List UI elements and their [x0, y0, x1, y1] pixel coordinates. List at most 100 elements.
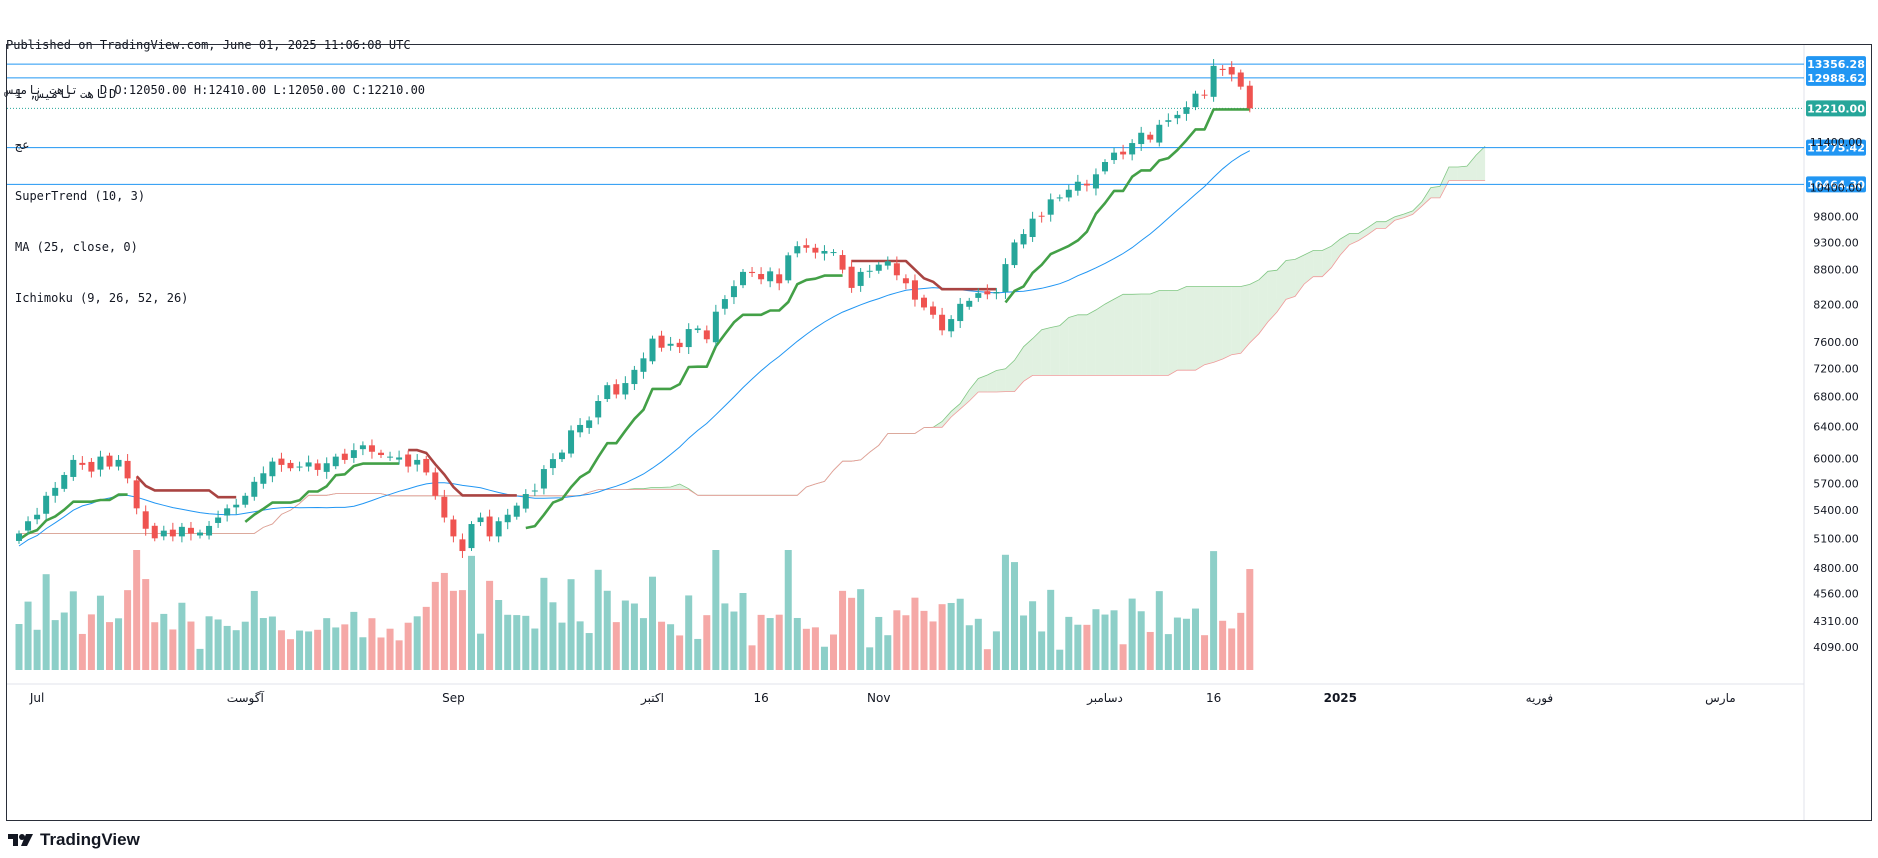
candle [712, 304, 719, 348]
volume-bar [667, 624, 675, 670]
ohlc-line: تاهت نامیس , D O:12050.00 H:12410.00 L:1… [6, 83, 426, 97]
candle [640, 352, 647, 379]
candle-body [667, 343, 674, 346]
candle-body [287, 462, 294, 469]
candle-body [206, 525, 213, 536]
volume-bar [920, 610, 928, 670]
chart-frame[interactable]: 13356.28 12988.62 11275.42 10464.30 12210.00… [6, 44, 1872, 821]
candle-body [1056, 197, 1063, 199]
legend-supertrend[interactable]: SuperTrend (10, 3) [15, 189, 146, 203]
volume-bar [1201, 635, 1209, 670]
volume-bar [983, 649, 991, 670]
volume-bar [866, 647, 874, 670]
volume-bar [685, 595, 693, 670]
volume-bar [603, 590, 611, 670]
volume-bar [830, 634, 837, 670]
cloud-segment [1150, 290, 1160, 376]
volume-bar [558, 622, 566, 670]
volume-bar [124, 590, 132, 670]
candle-body [441, 496, 448, 518]
cloud-segment [1032, 329, 1042, 376]
candle [749, 267, 756, 277]
candle-body [721, 299, 728, 309]
candle-body [332, 456, 339, 467]
candle-body [685, 329, 692, 348]
candle [106, 452, 113, 470]
candle [459, 533, 466, 558]
candle [423, 455, 430, 476]
price-tick-label: 9300.00 [1813, 236, 1859, 249]
candle [622, 376, 629, 400]
supertrend-segment [408, 448, 517, 497]
volume-bar [739, 592, 747, 670]
candle [1038, 211, 1045, 223]
candle [1129, 139, 1136, 161]
candle-body [1047, 199, 1054, 215]
cloud-segment [1105, 299, 1115, 376]
candle [803, 238, 810, 253]
volume-bar [947, 602, 955, 670]
candle [930, 301, 937, 319]
candle-body [658, 335, 665, 348]
volume-bar [820, 646, 828, 670]
volume-bar [115, 618, 123, 670]
candle-body [350, 450, 357, 458]
candle-body [52, 487, 59, 496]
cloud-segment [1141, 294, 1151, 376]
cloud-segment [1358, 227, 1368, 241]
price-tick-label: 5700.00 [1813, 478, 1859, 491]
volume-bar [703, 615, 711, 670]
volume-bar [1001, 554, 1009, 670]
candle [1201, 89, 1208, 99]
price-level-tag-bg [1806, 139, 1866, 156]
candle [1228, 61, 1235, 82]
candle-body [187, 527, 194, 534]
ichimoku-cloud [254, 146, 1486, 534]
candle-body [233, 504, 240, 508]
candle-body [1111, 152, 1118, 161]
candle [902, 274, 909, 290]
volume-bar [15, 624, 23, 670]
candle-body [839, 255, 846, 270]
candle [251, 476, 258, 501]
candle [269, 457, 276, 483]
volume-bar [956, 598, 964, 670]
cloud-segment [1295, 255, 1305, 297]
legend-ichimoku[interactable]: Ichimoku (9, 26, 52, 26) [15, 291, 189, 305]
volume-bar [214, 619, 222, 670]
volume-bar [232, 630, 240, 670]
tradingview-footer[interactable]: TradingView [6, 828, 140, 852]
volume-bar [431, 581, 439, 670]
candle-body [61, 474, 68, 489]
candle [142, 505, 149, 536]
volume-bar [1173, 617, 1181, 670]
volume-bar [1074, 624, 1082, 670]
supertrend [18, 108, 1250, 541]
candle-body [676, 342, 683, 348]
volume-bar [250, 590, 258, 670]
candle [921, 294, 927, 311]
candle [414, 454, 421, 472]
candle [703, 325, 710, 344]
candle-body [884, 261, 891, 266]
tradingview-logo-icon [8, 834, 33, 846]
candle [1156, 119, 1163, 147]
volume-bar [350, 611, 358, 670]
candle [794, 241, 801, 258]
cloud-segment [1421, 187, 1431, 207]
legend-ma[interactable]: MA (25, close, 0) [15, 240, 138, 254]
candle [368, 439, 375, 459]
candle [486, 509, 493, 542]
candle [604, 382, 611, 402]
candle [314, 459, 321, 476]
price-tick-label: 4800.00 [1813, 562, 1859, 575]
candle-body [405, 454, 412, 467]
legend-symbol[interactable]: تاهت نامیس, 1D [15, 87, 117, 101]
candle [559, 449, 565, 463]
candle [341, 448, 348, 464]
volume-bar [1029, 601, 1037, 670]
cloud-segment [1412, 201, 1422, 215]
volume-bar [386, 628, 394, 670]
volume-bar [992, 631, 1000, 670]
